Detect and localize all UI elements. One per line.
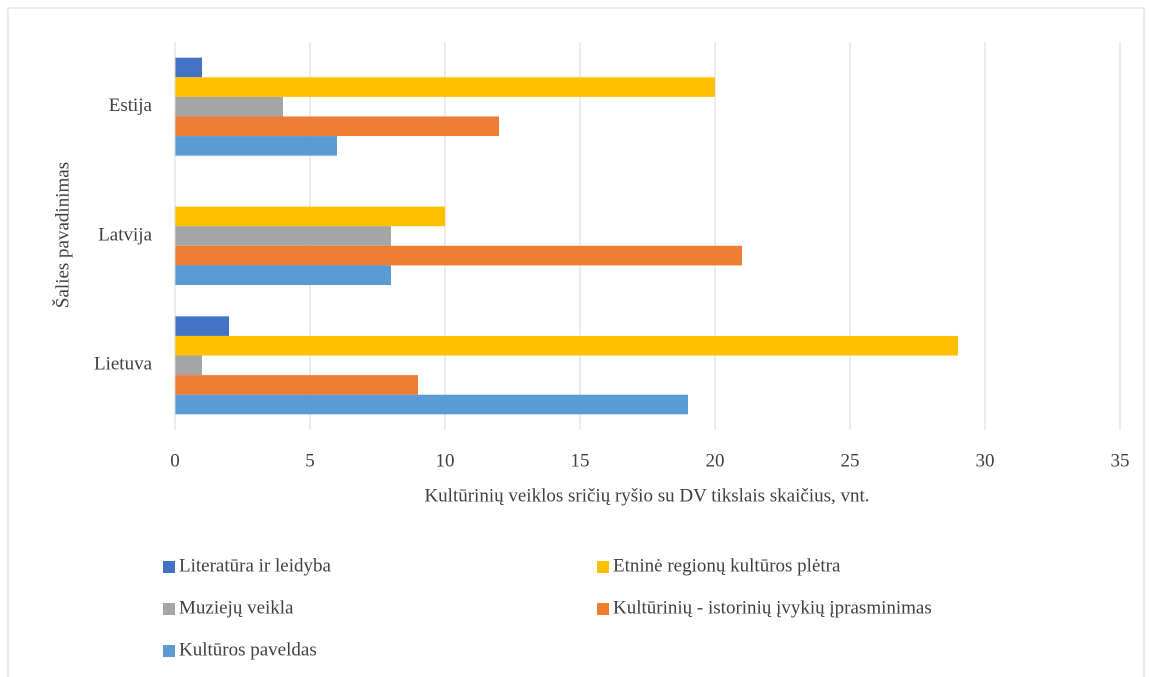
bar	[175, 394, 688, 415]
bar	[175, 226, 391, 246]
legend-swatch	[597, 561, 609, 573]
legend-label: Etninė regionų kultūros plėtra	[613, 555, 841, 576]
bar	[175, 355, 202, 376]
x-tick-label: 35	[1111, 450, 1130, 471]
legend-swatch	[163, 645, 175, 657]
legend-label: Kultūros paveldas	[179, 639, 317, 660]
bar	[175, 206, 445, 227]
legend-label: Kultūrinių - istorinių įvykių įprasminim…	[613, 597, 932, 618]
x-tick-label: 5	[305, 450, 315, 471]
legend-label: Muziejų veikla	[179, 597, 294, 618]
y-axis-label: Šalies pavadinimas	[51, 162, 73, 308]
x-tick-label: 10	[436, 450, 455, 471]
y-tick-label: Estija	[109, 95, 153, 116]
bar	[175, 265, 391, 285]
bar	[175, 316, 229, 336]
bar	[175, 77, 715, 97]
x-axis-label: Kultūrinių veiklos sričių ryšio su DV ti…	[424, 485, 869, 506]
legend-swatch	[597, 603, 609, 615]
legend-swatch	[163, 561, 175, 573]
bar	[175, 136, 337, 156]
bar	[175, 335, 958, 356]
legend-swatch	[163, 603, 175, 615]
y-tick-label: Lietuva	[94, 354, 153, 375]
x-tick-label: 25	[841, 450, 860, 471]
x-tick-label: 0	[170, 450, 180, 471]
y-tick-label: Latvija	[98, 224, 152, 245]
x-tick-label: 30	[976, 450, 995, 471]
x-tick-label: 15	[571, 450, 590, 471]
bar	[175, 375, 418, 395]
bar	[175, 245, 742, 266]
bar	[175, 57, 202, 78]
legend-label: Literatūra ir leidyba	[179, 555, 331, 576]
bar	[175, 96, 283, 117]
bar	[175, 116, 499, 137]
x-tick-label: 20	[706, 450, 725, 471]
